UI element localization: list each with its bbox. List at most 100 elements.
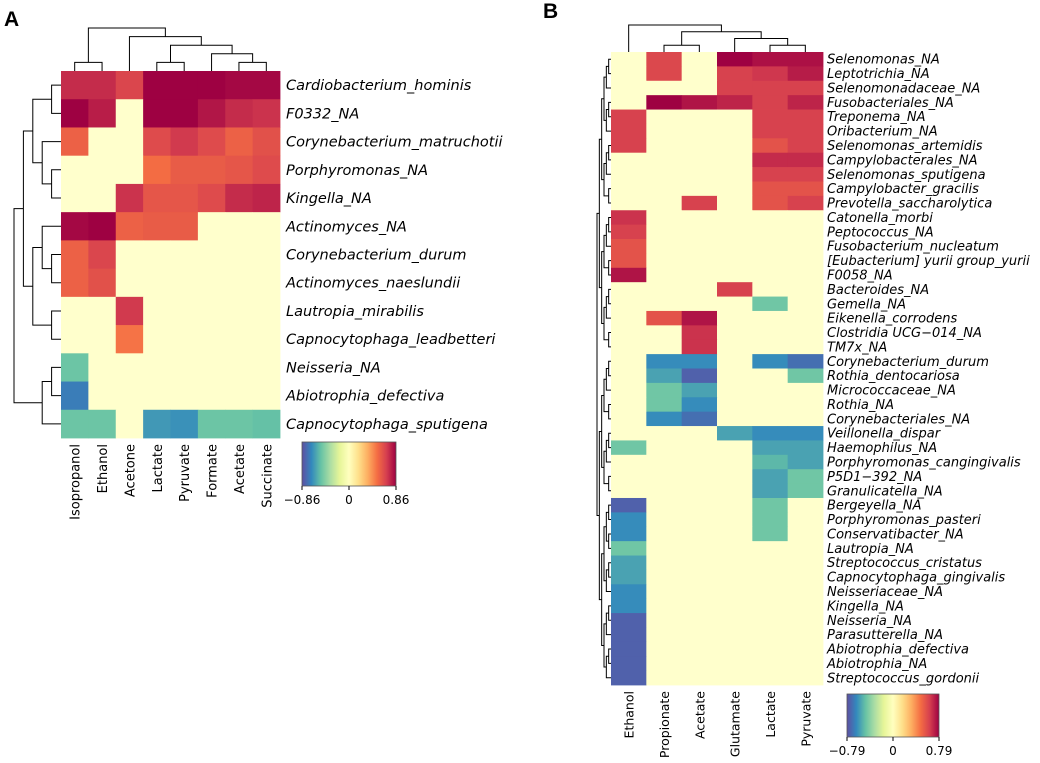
heatmap-cell bbox=[611, 411, 647, 427]
heatmap-cell bbox=[225, 381, 254, 411]
heatmap-cell bbox=[681, 253, 718, 269]
heatmap-cell bbox=[225, 240, 254, 270]
heatmap-cell bbox=[717, 483, 753, 499]
row-label: Kingella_NA bbox=[827, 599, 904, 614]
row-label: Catonella_morbi bbox=[827, 211, 933, 226]
column-label: Acetate bbox=[692, 691, 707, 739]
heatmap-cell bbox=[787, 598, 824, 614]
heatmap-cell bbox=[787, 80, 824, 96]
heatmap-cell bbox=[787, 627, 824, 643]
heatmap-cell bbox=[752, 397, 789, 413]
heatmap-cell bbox=[646, 411, 683, 427]
row-label: Peptococcus_NA bbox=[827, 225, 934, 240]
heatmap-cell bbox=[611, 569, 647, 585]
heatmap-cell bbox=[611, 66, 647, 82]
column-label: Acetate bbox=[233, 444, 248, 494]
row-label: Gemella_NA bbox=[827, 297, 906, 312]
heatmap-cell bbox=[717, 339, 753, 355]
heatmap-cell bbox=[611, 80, 647, 96]
heatmap-cell bbox=[88, 183, 117, 213]
heatmap-cell bbox=[143, 99, 171, 128]
column-label: Glutamate bbox=[728, 691, 743, 757]
heatmap-cell bbox=[646, 310, 683, 326]
heatmap-cell bbox=[611, 109, 647, 125]
heatmap-cell bbox=[252, 268, 281, 298]
heatmap-cell bbox=[88, 240, 117, 270]
row-label: TM7x_NA bbox=[827, 340, 887, 355]
heatmap-cell bbox=[717, 123, 753, 139]
column-label: Isopropanol bbox=[69, 444, 84, 520]
heatmap-cell bbox=[611, 469, 647, 484]
row-label: Kingella_NA bbox=[286, 191, 372, 207]
heatmap-cell bbox=[717, 613, 753, 628]
heatmap-cell bbox=[681, 411, 718, 427]
heatmap-cell bbox=[88, 155, 117, 185]
heatmap-cell bbox=[170, 212, 199, 241]
panel-b-label: B bbox=[543, 0, 558, 23]
heatmap-cell bbox=[61, 268, 89, 298]
heatmap-cell bbox=[611, 555, 647, 571]
heatmap-cell bbox=[752, 555, 789, 571]
row-label: Bacteroides_NA bbox=[827, 283, 929, 298]
heatmap-cell bbox=[787, 109, 824, 125]
heatmap-cell bbox=[752, 296, 789, 312]
heatmap-cell bbox=[752, 382, 789, 398]
heatmap-cell bbox=[717, 80, 753, 96]
row-label: Selenomonas_artemidis bbox=[827, 139, 983, 154]
heatmap-cell bbox=[646, 52, 683, 67]
heatmap-cell bbox=[787, 310, 824, 326]
row-label: Capnocytophaga_leadbetteri bbox=[286, 332, 495, 348]
heatmap-cell bbox=[681, 109, 718, 125]
heatmap-cell bbox=[115, 155, 144, 185]
heatmap-cell bbox=[170, 155, 199, 185]
heatmap-cell bbox=[611, 426, 647, 441]
heatmap-cell bbox=[717, 267, 753, 283]
heatmap-cell bbox=[61, 409, 89, 439]
heatmap-cell bbox=[681, 598, 718, 614]
heatmap-cell bbox=[225, 127, 254, 157]
heatmap-cell bbox=[752, 541, 789, 556]
dendrogram-branch bbox=[51, 84, 61, 114]
column-label: Formate bbox=[206, 444, 221, 498]
column-label: Lactate bbox=[763, 691, 778, 738]
row-label: Corynebacterium_matruchotii bbox=[286, 135, 503, 151]
heatmap-cell bbox=[611, 339, 647, 355]
heatmap-cell bbox=[88, 296, 117, 326]
dendrogram-branch bbox=[608, 216, 611, 233]
heatmap-cell bbox=[170, 99, 199, 128]
heatmap-cell bbox=[646, 440, 683, 456]
heatmap-cell bbox=[787, 397, 824, 413]
heatmap-cell bbox=[197, 353, 226, 382]
heatmap-cell bbox=[752, 282, 789, 297]
heatmap-cell bbox=[611, 584, 647, 600]
column-label: Acetone bbox=[123, 444, 138, 497]
dendrogram-branch bbox=[156, 61, 185, 71]
heatmap-cell bbox=[717, 555, 753, 571]
dendrogram-branch bbox=[628, 24, 722, 52]
row-label: Abiotrophia_NA bbox=[826, 657, 927, 672]
heatmap-cell bbox=[717, 239, 753, 254]
heatmap-cell bbox=[787, 541, 824, 556]
heatmap-cell bbox=[88, 268, 117, 298]
heatmap-cell bbox=[752, 641, 789, 657]
heatmap-cell bbox=[646, 195, 683, 211]
heatmap-cell bbox=[88, 71, 117, 100]
row-label: Fusobacterium_nucleatum bbox=[827, 240, 999, 255]
heatmap-cell bbox=[681, 641, 718, 657]
heatmap-cell bbox=[787, 382, 824, 398]
heatmap-cell bbox=[681, 210, 718, 226]
heatmap-cell bbox=[752, 239, 789, 254]
heatmap-cell bbox=[787, 584, 824, 600]
heatmap-cell bbox=[752, 181, 789, 197]
heatmap-cell bbox=[787, 656, 824, 672]
heatmap-cell bbox=[717, 109, 753, 125]
heatmap-cell bbox=[752, 440, 789, 456]
heatmap-cell bbox=[61, 127, 89, 157]
heatmap-cell bbox=[787, 296, 824, 312]
heatmap-cell bbox=[681, 181, 718, 197]
heatmap-cell bbox=[88, 212, 117, 241]
heatmap-cell bbox=[681, 469, 718, 484]
heatmap-cell bbox=[646, 426, 683, 441]
row-label: Neisseria_NA bbox=[827, 614, 912, 629]
dendrogram-branch bbox=[608, 403, 611, 420]
